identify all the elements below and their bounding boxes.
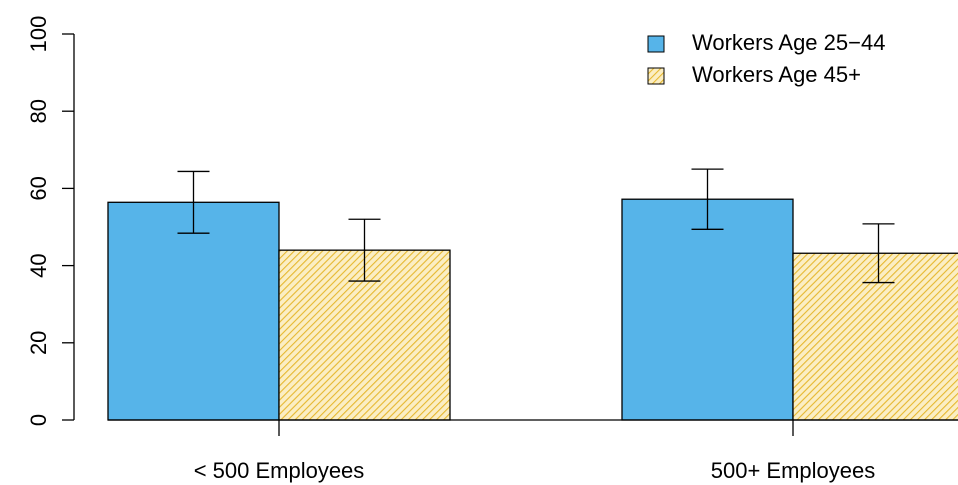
bar [621,198,794,421]
legend-label: Workers Age 25−44 [692,30,885,55]
bar [792,252,958,421]
y-tick-label: 80 [26,99,51,123]
y-tick-label: 100 [26,16,51,53]
error-bar [862,223,895,284]
error-bar [348,218,381,282]
legend-label: Workers Age 45+ [692,62,861,87]
legend-swatch [647,67,665,85]
y-tick-label: 60 [26,176,51,200]
y-tick-label: 0 [26,414,51,426]
error-bar [691,168,724,230]
legend-swatch [647,35,665,53]
y-tick-label: 20 [26,331,51,355]
error-bar [177,170,210,234]
y-tick-label: 40 [26,253,51,277]
x-tick-label: < 500 Employees [194,458,365,483]
bar [107,201,280,421]
x-tick-label: 500+ Employees [711,458,876,483]
